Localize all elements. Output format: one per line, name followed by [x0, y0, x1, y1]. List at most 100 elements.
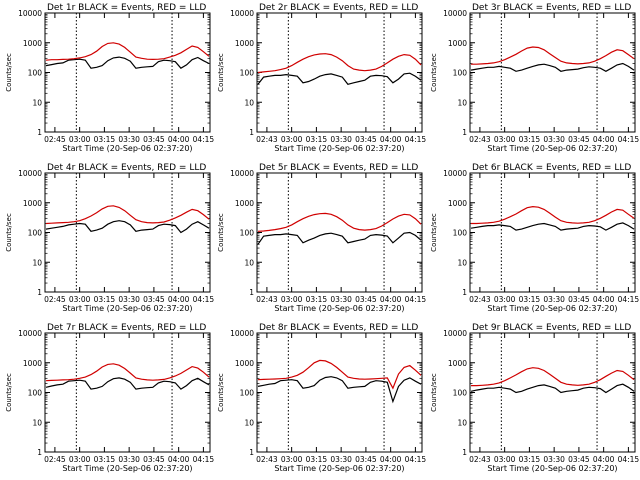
x-tick-label: 04:15	[405, 135, 427, 144]
x-tick-label: 03:45	[568, 135, 590, 144]
y-tick-label: 10	[457, 418, 467, 427]
events-series-line	[470, 222, 635, 231]
y-tick-label: 10000	[18, 329, 42, 338]
x-tick-label: 04:00	[380, 455, 402, 464]
lld-series-line	[257, 212, 422, 232]
x-tick-label: 02:43	[469, 135, 491, 144]
y-axis-label: Counts/sec	[5, 213, 13, 252]
lld-series-line	[257, 53, 422, 74]
events-series-line	[257, 376, 422, 404]
x-tick-label: 03:15	[306, 455, 328, 464]
chart-title: Det 8r BLACK = Events, RED = LLD	[259, 323, 418, 333]
y-tick-label: 100	[28, 69, 43, 78]
x-tick-label: 04:00	[168, 455, 190, 464]
plot-frame	[469, 12, 636, 133]
lld-series-line	[45, 42, 210, 61]
y-tick-label: 1	[462, 128, 467, 137]
plot-frame	[256, 332, 423, 453]
plot-frame	[256, 172, 423, 293]
y-tick-label: 10	[457, 98, 467, 107]
x-tick-label: 03:45	[355, 135, 377, 144]
x-tick-label: 03:30	[330, 295, 352, 304]
lld-series-line	[45, 363, 210, 382]
x-tick-label: 03:15	[519, 135, 541, 144]
x-tick-label: 03:45	[143, 455, 165, 464]
x-tick-label: 03:45	[568, 295, 590, 304]
x-tick-label: 03:45	[568, 455, 590, 464]
x-tick-label: 03:30	[543, 295, 565, 304]
x-axis-label: Start Time (20-Sep-06 02:37:20)	[62, 144, 192, 153]
y-tick-label: 100	[240, 229, 255, 238]
x-tick-label: 03:45	[355, 455, 377, 464]
x-tick-label: 03:00	[69, 455, 91, 464]
y-tick-label: 10000	[230, 169, 254, 178]
y-tick-label: 10	[457, 258, 467, 267]
x-tick-label: 03:30	[543, 455, 565, 464]
x-tick-label: 04:00	[168, 135, 190, 144]
events-series-line	[470, 383, 635, 394]
chart-panel-7: Det 7r BLACK = Events, RED = LLD 1 10 100 10…	[5, 323, 214, 473]
x-tick-label: 03:30	[330, 455, 352, 464]
lld-series-line	[257, 359, 422, 390]
chart-title: Det 9r BLACK = Events, RED = LLD	[472, 323, 631, 333]
x-axis-label: Start Time (20-Sep-06 02:37:20)	[62, 304, 192, 313]
x-tick-label: 04:00	[593, 135, 615, 144]
x-tick-label: 02:43	[469, 295, 491, 304]
plot-frame	[44, 332, 211, 453]
x-tick-label: 04:15	[405, 295, 427, 304]
x-tick-label: 03:00	[69, 295, 91, 304]
events-series-line	[470, 62, 635, 72]
y-tick-label: 10000	[443, 169, 467, 178]
x-tick-label: 03:15	[519, 295, 541, 304]
chart-panel-4: Det 4r BLACK = Events, RED = LLD 1 10 100 10…	[5, 163, 214, 313]
y-tick-label: 10000	[18, 169, 42, 178]
x-tick-label: 03:45	[143, 295, 165, 304]
y-tick-label: 1	[37, 448, 42, 457]
x-tick-label: 02:45	[44, 135, 66, 144]
chart-title: Det 5r BLACK = Events, RED = LLD	[259, 163, 418, 173]
x-tick-label: 02:43	[256, 295, 278, 304]
x-tick-label: 03:30	[330, 135, 352, 144]
x-axis-label: Start Time (20-Sep-06 02:37:20)	[487, 144, 617, 153]
y-tick-label: 100	[453, 69, 468, 78]
y-tick-label: 10000	[18, 9, 42, 18]
y-tick-label: 1	[249, 448, 254, 457]
y-axis-label: Counts/sec	[430, 373, 438, 412]
y-axis-label: Counts/sec	[430, 53, 438, 92]
y-tick-label: 10000	[230, 9, 254, 18]
chart-panel-8: Det 8r BLACK = Events, RED = LLD 1 10 100 10…	[217, 323, 426, 473]
y-tick-label: 100	[28, 389, 43, 398]
x-tick-label: 03:00	[281, 295, 303, 304]
x-tick-label: 03:30	[118, 135, 140, 144]
x-tick-label: 04:00	[593, 295, 615, 304]
y-tick-label: 1000	[448, 199, 467, 208]
y-tick-label: 1000	[235, 359, 254, 368]
y-tick-label: 1000	[23, 199, 42, 208]
y-tick-label: 1000	[235, 199, 254, 208]
x-tick-label: 03:00	[494, 295, 516, 304]
y-tick-label: 10	[32, 258, 42, 267]
chart-panel-3: Det 3r BLACK = Events, RED = LLD 1 10 100 10…	[430, 3, 639, 153]
x-tick-label: 03:00	[69, 135, 91, 144]
x-tick-label: 02:45	[44, 455, 66, 464]
chart-title: Det 7r BLACK = Events, RED = LLD	[47, 323, 206, 333]
x-tick-label: 03:00	[281, 135, 303, 144]
y-tick-label: 100	[28, 229, 43, 238]
x-tick-label: 03:30	[118, 295, 140, 304]
y-axis-label: Counts/sec	[217, 53, 225, 92]
y-tick-label: 100	[453, 389, 468, 398]
y-tick-label: 100	[453, 229, 468, 238]
x-tick-label: 02:43	[256, 455, 278, 464]
y-tick-label: 1	[462, 448, 467, 457]
x-axis-label: Start Time (20-Sep-06 02:37:20)	[487, 464, 617, 473]
y-axis-label: Counts/sec	[5, 373, 13, 412]
y-tick-label: 1	[249, 128, 254, 137]
plot-frame	[44, 172, 211, 293]
y-tick-label: 1	[37, 288, 42, 297]
plot-frame	[469, 172, 636, 293]
y-tick-label: 1000	[235, 39, 254, 48]
x-axis-label: Start Time (20-Sep-06 02:37:20)	[487, 304, 617, 313]
x-tick-label: 03:00	[494, 455, 516, 464]
x-tick-label: 03:15	[94, 455, 116, 464]
